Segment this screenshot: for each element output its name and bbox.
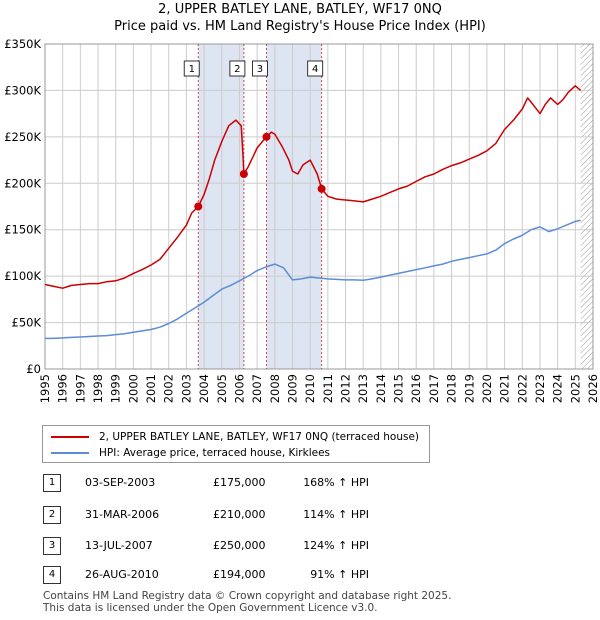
sale-point	[317, 184, 326, 193]
sale-number-box	[183, 60, 200, 77]
legend-item-hpi: HPI: Average price, terraced house, Kirk…	[51, 446, 330, 460]
sale-number-label: 1	[189, 64, 195, 75]
sale-price: £194,000	[213, 568, 266, 581]
sale-date: 13-JUL-2007	[85, 539, 153, 552]
legend-label-price: 2, UPPER BATLEY LANE, BATLEY, WF17 0NQ (…	[99, 431, 419, 443]
sale-date: 26-AUG-2010	[85, 568, 159, 581]
x-tick-label: 2023	[533, 374, 547, 403]
x-tick-label: 2015	[392, 374, 406, 403]
footer-licence: This data is licensed under the Open Gov…	[43, 602, 378, 614]
legend-label-hpi: HPI: Average price, terraced house, Kirk…	[99, 447, 331, 459]
sale-hpi-change: 168% ↑ HPI	[303, 476, 369, 489]
x-tick-label: 2003	[179, 374, 193, 403]
footer-copyright: Contains HM Land Registry data © Crown c…	[43, 590, 452, 602]
chart-legend: 2, UPPER BATLEY LANE, BATLEY, WF17 0NQ (…	[42, 425, 430, 463]
x-tick-label: 1996	[56, 374, 70, 403]
sale-number-box	[307, 60, 324, 77]
x-tick-label: 2014	[374, 374, 388, 403]
x-tick-label: 2010	[303, 374, 317, 403]
sale-price: £210,000	[213, 508, 266, 521]
x-tick-label: 2001	[144, 374, 158, 403]
plot-frame	[44, 43, 594, 370]
legend-swatch-hpi	[51, 452, 89, 454]
x-tick-label: 2024	[551, 374, 565, 403]
sale-point	[239, 170, 248, 178]
x-tick-label: 2020	[480, 374, 494, 403]
x-tick-label: 2012	[339, 374, 353, 403]
x-tick-label: 2013	[356, 374, 370, 403]
sale-number-box	[229, 60, 246, 77]
legend-swatch-price	[51, 436, 89, 438]
x-tick-label: 1995	[38, 374, 52, 403]
x-tick-label: 2009	[285, 374, 299, 403]
sale-hpi-change: 114% ↑ HPI	[303, 508, 369, 521]
y-tick-label: £100K	[4, 269, 41, 283]
shaded-band	[266, 44, 322, 369]
sale-number-badge: 2	[43, 506, 61, 524]
x-tick-label: 2018	[445, 374, 459, 403]
sale-date: 03-SEP-2003	[85, 476, 156, 489]
sale-number-badge: 4	[43, 566, 61, 584]
x-tick-label: 2026	[586, 374, 600, 403]
y-tick-label: £150K	[4, 223, 41, 237]
sale-date: 31-MAR-2006	[85, 508, 160, 521]
x-tick-label: 1999	[109, 374, 123, 403]
x-tick-label: 2002	[162, 374, 176, 403]
sale-number-badge: 3	[43, 537, 61, 555]
price-paid-line	[44, 85, 582, 289]
x-tick-label: 2017	[427, 374, 441, 403]
sale-number-box	[251, 60, 268, 77]
x-tick-label: 2011	[321, 374, 335, 403]
x-tick-label: 2019	[462, 374, 476, 403]
y-tick-label: £200K	[4, 176, 41, 190]
sale-hpi-change: 91% ↑ HPI	[310, 568, 369, 581]
hpi-line	[45, 219, 581, 340]
sale-price: £250,000	[213, 539, 266, 552]
chart-title: 2, UPPER BATLEY LANE, BATLEY, WF17 0NQ	[158, 2, 442, 17]
sale-point	[194, 202, 203, 211]
y-tick-label: £350K	[4, 37, 41, 51]
sale-point	[262, 132, 271, 141]
sale-number-label: 4	[312, 64, 318, 75]
x-tick-label: 2006	[232, 374, 246, 403]
chart-subtitle: Price paid vs. HM Land Registry's House …	[114, 19, 486, 34]
x-tick-label: 2021	[498, 374, 512, 403]
sale-number-label: 3	[257, 64, 263, 75]
x-tick-label: 2005	[215, 374, 229, 403]
x-tick-label: 2004	[197, 374, 211, 403]
sale-number-label: 2	[234, 64, 240, 75]
sale-hpi-change: 124% ↑ HPI	[303, 539, 369, 552]
y-tick-label: £0	[26, 362, 41, 376]
x-tick-label: 2007	[250, 374, 264, 403]
x-tick-label: 2022	[515, 374, 529, 403]
y-tick-label: £300K	[4, 83, 41, 97]
x-tick-label: 2008	[268, 374, 282, 403]
x-tick-label: 2016	[409, 374, 423, 403]
shaded-band	[198, 44, 244, 369]
price-chart: £0 £50K £100K £150K £200K £250K £300K £350K 199…	[4, 37, 600, 403]
x-tick-label: 2025	[568, 374, 582, 403]
sale-price: £175,000	[213, 476, 266, 489]
x-tick-label: 1997	[73, 374, 87, 403]
sale-number-badge: 1	[43, 474, 61, 492]
forecast-hatch	[580, 44, 593, 369]
y-tick-label: £250K	[4, 130, 41, 144]
y-tick-label: £50K	[12, 316, 42, 330]
legend-item-price: 2, UPPER BATLEY LANE, BATLEY, WF17 0NQ (…	[51, 430, 419, 444]
x-tick-label: 2000	[126, 374, 140, 403]
x-tick-label: 1998	[91, 374, 105, 403]
